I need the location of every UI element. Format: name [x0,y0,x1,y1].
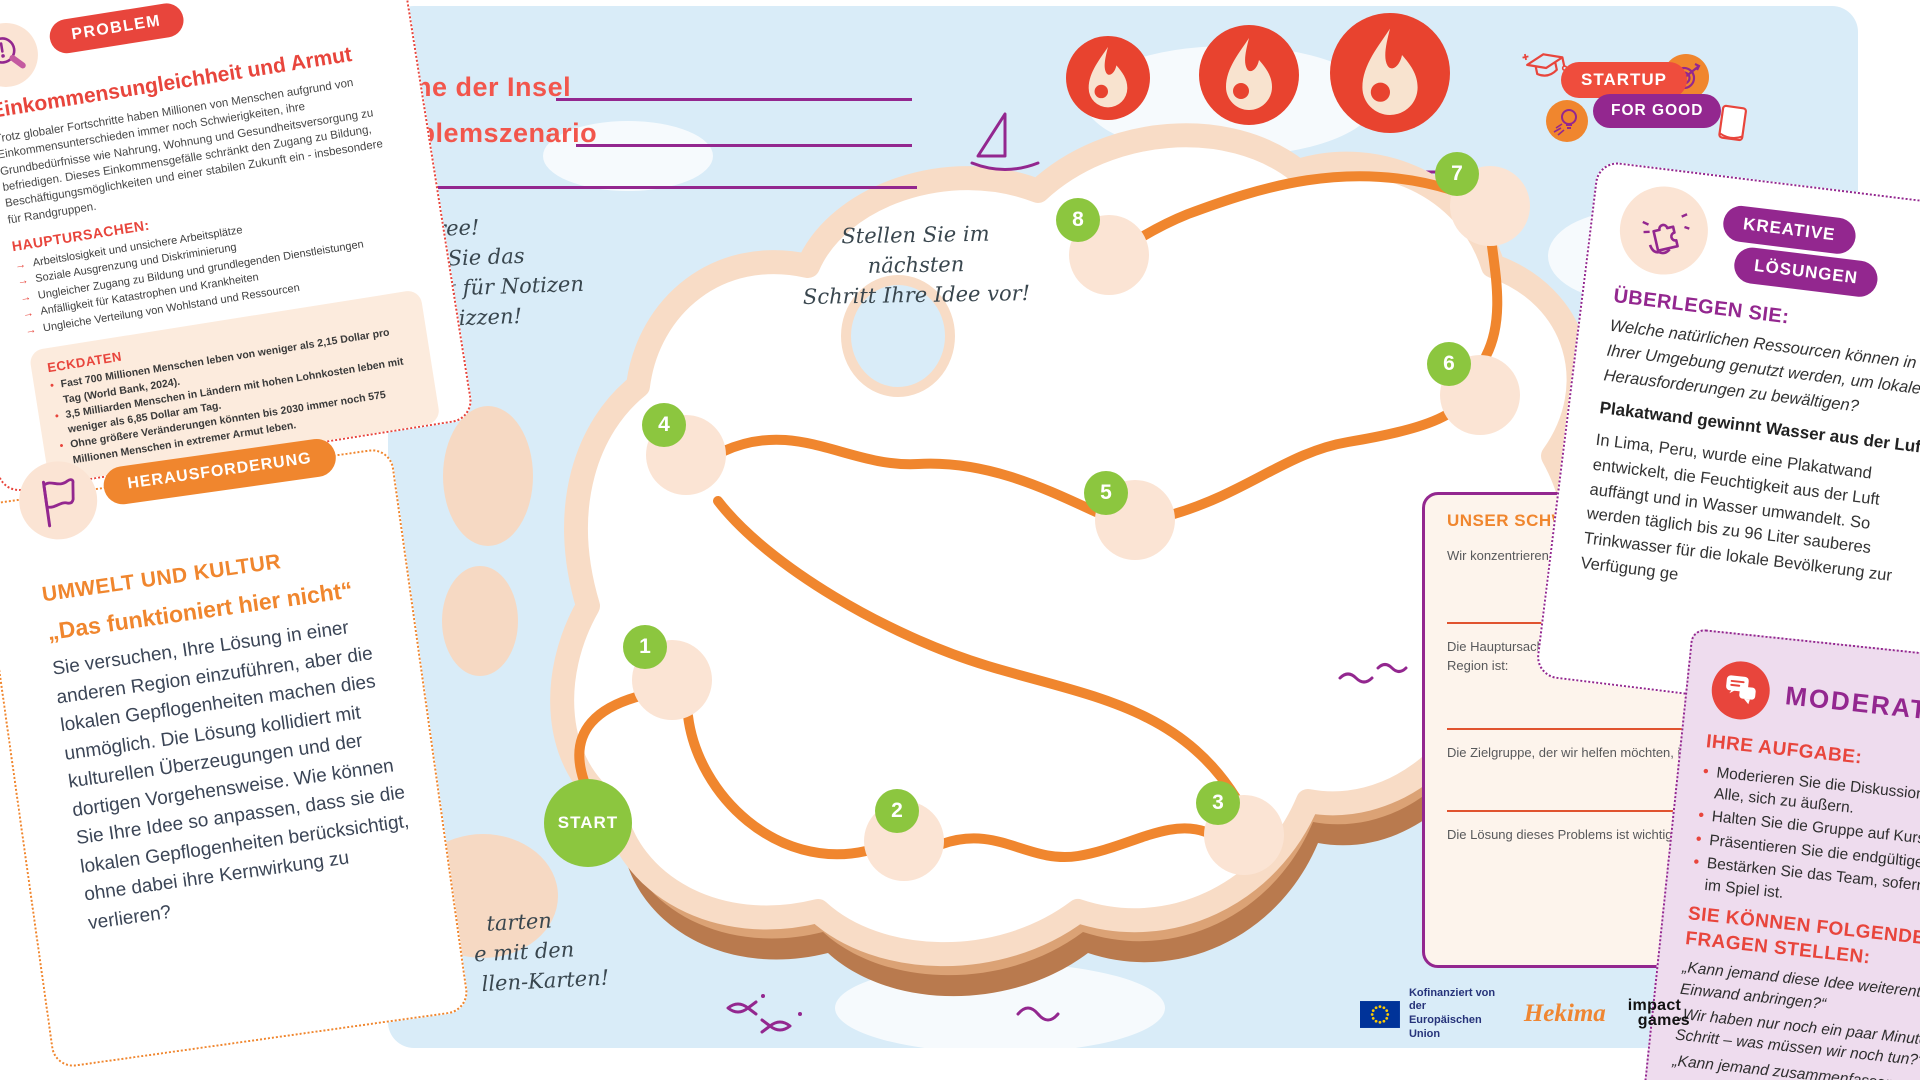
magnifier-alert-icon [0,18,43,92]
note-bottom-left: tarten e mit den llen-Karten! [472,903,610,1000]
problem-card-header: PROBLEM [0,0,380,98]
stop-number-1: 1 [623,625,667,669]
moderator-title: MODERATOR [1783,679,1920,730]
extra-write-line [390,186,917,189]
focus-field-target-group: Die Zielgruppe, der wir helfen möchten, … [1447,744,1691,760]
stop-number-7: 7 [1435,152,1479,196]
creative-badge-bottom: LÖSUNGEN [1732,245,1880,299]
challenge-card: HERAUSFORDERUNG UMWELT UND KULTUR „Das f… [0,436,471,1070]
eu-cofunded-text: Kofinanziert von der Europäischen Union [1409,987,1502,1042]
flame-icon [1199,25,1299,125]
sailboat-icon [970,112,1040,171]
lightbulb-icon [1546,100,1588,142]
stop-number-8: 8 [1056,198,1100,242]
note-line: Stellen Sie im nächsten [841,221,990,278]
eu-flag-icon [1360,1000,1400,1028]
focus-field-cause-line2: Region ist: [1447,657,1509,673]
stop-number-5: 5 [1084,471,1128,515]
eu-cofunded-logo: Kofinanziert von der Europäischen Union [1360,987,1502,1042]
lagoon [841,275,955,397]
island-name-line [556,98,912,101]
eu-text-line: Europäischen Union [1408,1014,1482,1040]
chat-bubbles-icon [1708,658,1773,723]
focus-write-line [1447,810,1727,813]
stop-number-4: 4 [642,403,686,447]
impact-logo-line: impact [1627,997,1682,1015]
focus-write-line [1447,727,1727,730]
footer-logos: Kofinanziert von der Europäischen Union … [1360,987,1690,1040]
challenge-body: Sie versuchen, Ihre Lösung in einer ande… [51,617,411,934]
creative-badge-top: KREATIVE [1721,203,1858,256]
impact-games-logo: impact games [1627,997,1690,1029]
focus-heading: UNSER SCHW [1447,511,1569,530]
stop-number-6: 6 [1427,342,1471,386]
note-center: Stellen Sie im nächsten Schritt Ihre Ide… [795,218,1037,312]
focus-field-concentrate: Wir konzentrieren u [1447,548,1560,563]
graduation-cap-icon [1522,53,1568,77]
note-line: Schritt Ihre Idee vor! [802,281,1031,309]
problem-badge: PROBLEM [47,1,186,56]
creative-example-body: In Lima, Peru, wurde eine Plakatwand ent… [1579,431,1893,586]
impact-logo-line: games [1637,1012,1690,1029]
start-space: START [544,779,632,867]
flag-icon [14,456,103,545]
waves-icon [1016,1006,1060,1022]
logo-startup-pill: STARTUP [1561,62,1688,98]
flame-icon [1330,13,1450,133]
island [550,123,1591,997]
island-map-graphic [408,46,1708,1048]
problem-card: PROBLEM Einkommensungleichheit und Armut… [0,0,475,495]
creative-card-header: KREATIVE LÖSUNGEN [1614,181,1920,323]
hekima-logo: Hekima [1523,1000,1606,1027]
fish-icon [726,994,802,1034]
moderator-card: MODERATOR IHRE AUFGABE: Moderieren Sie d… [1625,628,1920,1080]
logo-for-good-pill: FOR GOOD [1593,94,1722,128]
birds-icon [1338,663,1408,684]
stop-number-3: 3 [1196,781,1240,825]
flame-badges [1066,13,1450,133]
moderator-header: MODERATOR [1708,658,1920,755]
puzzle-hand-icon [1614,181,1713,280]
book-icon [1718,104,1747,142]
stop-number-2: 2 [875,789,919,833]
flame-icon [1066,36,1150,120]
startup-for-good-logo: STARTUP FOR GOOD [1518,46,1788,206]
focus-field-cause-line1: Die Hauptursache [1447,638,1552,654]
focus-field-importance: Die Lösung dieses Problems ist wichtig, … [1447,827,1690,843]
problem-scenario-line [576,144,912,147]
creative-solutions-card: KREATIVE LÖSUNGEN ÜBERLEGEN SIE: Welche … [1534,160,1920,725]
eu-text-line: Kofinanziert von der [1408,986,1496,1013]
